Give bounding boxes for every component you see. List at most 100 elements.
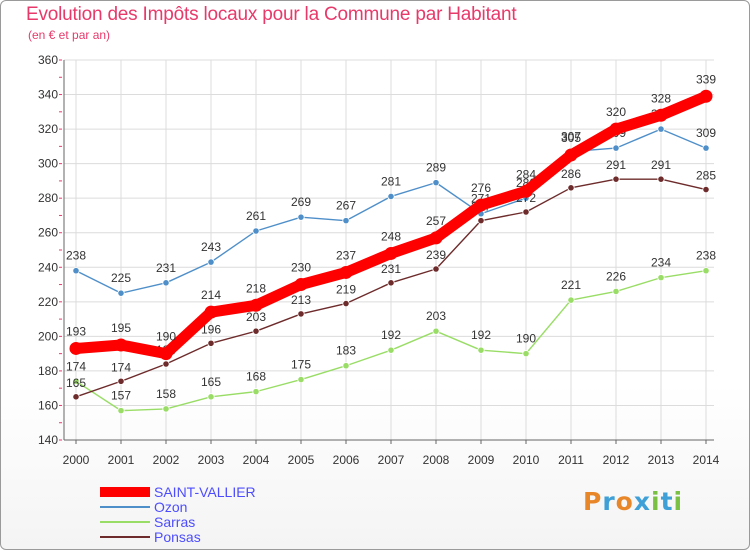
sarras-point <box>162 405 170 413</box>
y-tick-label: 340 <box>38 88 58 102</box>
saint-vallier-data-label: 339 <box>696 72 716 86</box>
saint-vallier-data-label: 190 <box>156 330 176 344</box>
saint-vallier-data-label: 284 <box>516 167 536 181</box>
ponsas-point <box>297 310 305 318</box>
ponsas-data-label: 291 <box>651 158 671 172</box>
y-tick-label: 280 <box>38 191 58 205</box>
ponsas-point <box>252 327 260 335</box>
sarras-point <box>72 377 80 385</box>
legend-item-ozon: Ozon <box>100 499 320 515</box>
ozon-point <box>612 144 620 152</box>
saint-vallier-data-label: 214 <box>201 288 221 302</box>
ozon-data-label: 281 <box>381 174 401 188</box>
ponsas-data-label: 219 <box>336 283 356 297</box>
sarras-data-label: 221 <box>561 278 581 292</box>
x-tick-label: 2012 <box>603 453 630 467</box>
saint-vallier-point <box>69 341 83 355</box>
saint-vallier-data-label: 218 <box>246 281 266 295</box>
sarras-point <box>342 362 350 370</box>
ponsas-data-label: 165 <box>66 376 86 390</box>
saint-vallier-data-label: 276 <box>471 181 491 195</box>
saint-vallier-point <box>609 122 623 136</box>
legend-item-saint-vallier: SAINT-VALLIER <box>100 484 320 500</box>
ozon-point <box>657 125 665 133</box>
chart-title: Evolution des Impôts locaux pour la Comm… <box>26 4 517 25</box>
ponsas-point <box>117 377 125 385</box>
saint-vallier-data-label: 237 <box>336 248 356 262</box>
sarras-data-label: 203 <box>426 309 446 323</box>
ponsas-data-label: 196 <box>201 322 221 336</box>
ozon-point <box>162 279 170 287</box>
x-tick-label: 2004 <box>243 453 270 467</box>
ozon-point <box>252 227 260 235</box>
sarras-point <box>207 393 215 401</box>
y-tick-label: 220 <box>38 295 58 309</box>
saint-vallier-data-label: 320 <box>606 105 626 119</box>
saint-vallier-point <box>159 347 173 361</box>
sarras-data-label: 165 <box>201 375 221 389</box>
ozon-data-label: 307 <box>561 130 581 144</box>
ozon-point <box>297 213 305 221</box>
ponsas-data-label: 231 <box>381 262 401 276</box>
ponsas-point <box>342 299 350 308</box>
saint-vallier-point <box>294 278 308 292</box>
ponsas-point <box>567 184 575 192</box>
saint-vallier-point <box>204 305 218 319</box>
ponsas-point <box>207 339 215 347</box>
sarras-point <box>522 350 530 358</box>
y-tick-label: 260 <box>38 226 58 240</box>
legend-label: Sarras <box>154 514 196 530</box>
logo-letter: i <box>673 487 684 516</box>
y-tick-label: 200 <box>38 329 58 343</box>
logo-letter: P <box>583 487 603 516</box>
sarras-point <box>612 287 620 296</box>
y-tick-label: 180 <box>38 364 58 378</box>
saint-vallier-point <box>564 148 578 162</box>
y-tick-label: 360 <box>38 53 58 67</box>
y-tick-label: 240 <box>38 260 58 274</box>
saint-vallier-point <box>654 108 668 122</box>
ozon-data-label: 267 <box>336 199 356 213</box>
logo-letter: o <box>615 487 634 516</box>
ozon-point <box>432 179 440 187</box>
ponsas-data-label: 285 <box>696 169 716 183</box>
sarras-data-label: 158 <box>156 387 176 401</box>
ponsas-point <box>72 393 80 401</box>
proxiti-logo: Proxiti <box>583 487 683 516</box>
sarras-data-label: 190 <box>516 332 536 346</box>
sarras-point <box>657 274 665 282</box>
sarras-data-label: 157 <box>111 389 131 403</box>
ozon-data-label: 309 <box>696 126 716 140</box>
ozon-point <box>72 267 80 275</box>
saint-vallier-data-label: 230 <box>291 261 311 275</box>
ozon-data-label: 261 <box>246 209 266 223</box>
sarras-data-label: 192 <box>471 328 491 342</box>
saint-vallier-point <box>384 246 398 260</box>
sarras-data-label: 174 <box>66 359 86 373</box>
x-tick-label: 2014 <box>693 453 720 467</box>
ponsas-data-label: 203 <box>246 310 266 324</box>
x-tick-label: 2010 <box>513 453 540 467</box>
ozon-point <box>117 289 125 297</box>
legend-label: Ponsas <box>154 529 201 545</box>
ozon-data-label: 231 <box>156 261 176 275</box>
chart-subtitle: (en € et par an) <box>28 28 111 42</box>
logo-letter: i <box>651 487 661 516</box>
ozon-data-label: 225 <box>111 271 131 285</box>
legend-swatch <box>100 521 150 523</box>
ponsas-data-label: 174 <box>111 360 131 374</box>
ponsas-data-label: 286 <box>561 167 581 181</box>
sarras-data-label: 238 <box>696 249 716 263</box>
sarras-data-label: 234 <box>651 256 671 270</box>
sarras-point <box>477 346 485 354</box>
x-tick-label: 2005 <box>288 453 315 467</box>
saint-vallier-data-label: 248 <box>381 229 401 243</box>
saint-vallier-data-label: 257 <box>426 214 446 228</box>
ponsas-point <box>432 265 440 273</box>
x-tick-label: 2002 <box>153 453 180 467</box>
sarras-data-label: 226 <box>606 269 626 283</box>
ponsas-data-label: 213 <box>291 293 311 307</box>
x-tick-label: 2007 <box>378 453 405 467</box>
ponsas-point <box>162 360 170 368</box>
